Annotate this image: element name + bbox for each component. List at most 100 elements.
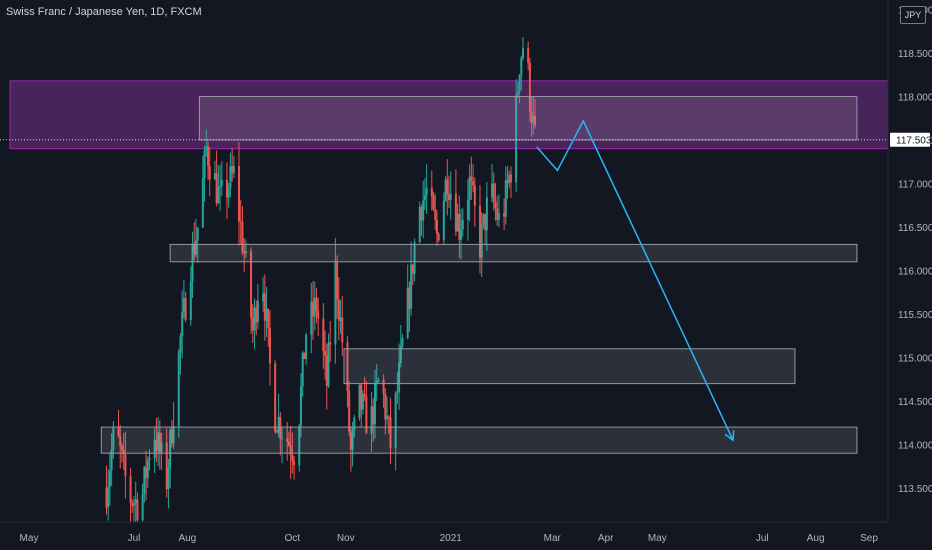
candle-body [243,251,246,254]
candle-body [434,209,437,220]
candle-body [534,115,537,126]
candle-body [504,180,507,217]
candle-body [134,499,137,504]
candle-body [418,206,421,243]
currency-badge[interactable]: JPY [900,6,926,24]
last-price-tag [890,132,930,147]
candle-body [189,281,192,321]
candle-body [133,503,135,506]
candle-body [287,441,290,446]
projection-arrowhead [724,430,735,442]
candle-body [117,426,120,437]
candle-body [215,172,218,204]
candle-body [265,308,268,321]
candle-body [363,394,366,397]
candle-body [435,219,438,234]
candle-body [361,394,364,410]
candle-body [205,146,208,151]
candle-body [313,297,316,317]
candle-body [336,261,339,300]
candle-body [478,205,481,258]
x-tick-label: Aug [807,533,825,544]
candle-body [232,165,235,174]
candle-body [136,499,139,521]
candle-body [217,187,220,204]
candle-body [532,115,535,123]
x-tick-label: Apr [598,533,614,544]
candle-body [182,298,185,312]
candle-body [358,384,361,418]
candle-body [408,287,411,309]
candle-body [460,229,463,240]
candle-body [220,179,223,186]
candle-body [158,432,161,453]
candle-body [496,208,499,220]
candle-body [225,179,228,198]
candle-body [250,251,253,318]
candle-body [119,436,122,446]
candle-body [299,386,302,426]
candle-body [110,449,113,471]
projection-path [536,119,734,441]
candle-body [179,336,182,353]
candle-body [219,185,222,188]
candle-body [312,301,315,317]
candle-body [112,426,115,450]
candle-body [446,179,449,195]
candle-body [193,243,196,255]
y-tick-label: 118.000 [898,93,932,104]
candle-body [346,342,349,391]
candle-body [160,442,163,453]
candle-body [389,417,392,449]
candle-body [485,197,488,231]
x-tick-label: May [20,533,39,544]
y-tick-label: 114.500 [898,397,932,408]
candle-body [155,440,158,451]
candle-body [268,328,271,364]
candle-body [399,345,402,363]
symbol-title: Swiss Franc / Japanese Yen, 1D, FXCM [6,6,202,18]
candle-body [324,351,327,356]
candle-body [482,214,485,224]
candle-body [480,223,483,258]
candle-body [375,381,378,384]
candle-body [289,445,292,456]
candle-body [387,416,390,418]
candle-body [108,470,111,488]
candle-body [325,355,328,387]
candle-body [281,438,284,440]
candle-body [468,176,471,201]
candle-body [518,75,521,92]
candle-body [360,384,363,410]
candle-body [373,383,376,425]
candle-body [191,243,194,282]
candle-body [255,307,258,323]
candle-body [334,261,337,345]
candle-body [143,467,146,494]
candle-body [494,201,497,209]
candle-body [497,213,500,220]
candle-body [238,165,240,222]
time-axis [0,522,932,550]
candle-body [484,214,487,231]
candle-body [291,455,294,462]
x-tick-label: Nov [337,533,355,544]
candle-body [527,48,530,63]
candle-body [177,352,180,427]
candle-body [509,174,512,183]
candle-body [466,200,469,220]
zone-box-2 [169,243,858,263]
x-tick-label: Mar [544,533,562,544]
candle-body [386,416,389,420]
candle-body [239,221,242,223]
resistance-zone [9,80,889,150]
candle-body [491,183,494,198]
candle-body [422,200,425,221]
candle-body [267,308,270,329]
candle-body [213,172,216,180]
price-axis [888,0,932,550]
candle-body [396,392,399,394]
candle-body [329,342,332,345]
